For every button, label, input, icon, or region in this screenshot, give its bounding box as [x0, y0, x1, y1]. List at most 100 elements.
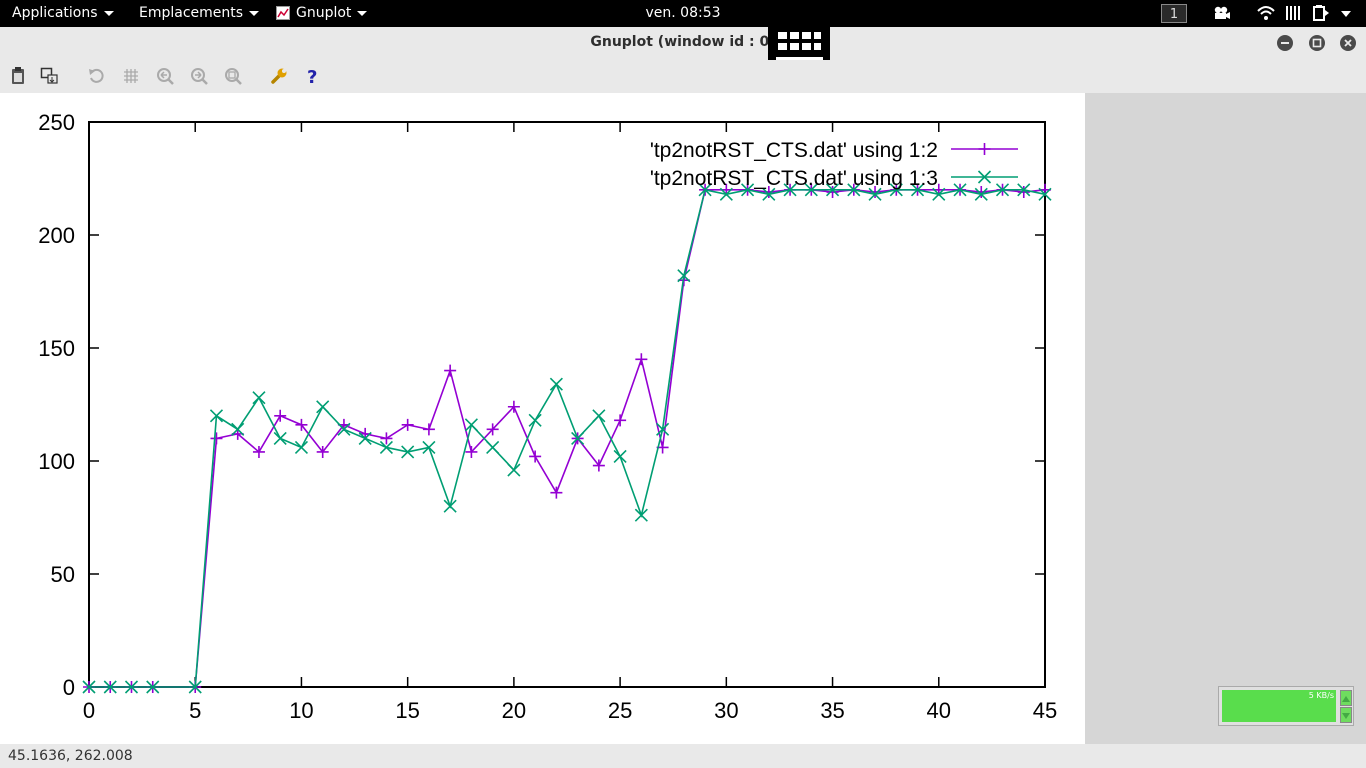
grid-icon[interactable] — [121, 66, 141, 86]
series-1-line — [89, 188, 1046, 688]
series-2-point — [273, 431, 287, 445]
autoscale-icon[interactable] — [223, 66, 243, 86]
series-1-point — [380, 432, 393, 445]
app-menu-label: Gnuplot — [296, 5, 352, 21]
window-title: Gnuplot (window id : 0) — [590, 34, 776, 50]
chevron-down-icon — [1342, 713, 1350, 719]
series-2-point — [401, 445, 415, 459]
wifi-icon[interactable] — [1257, 5, 1275, 21]
battery-icon[interactable] — [1312, 5, 1332, 21]
series-2-point — [443, 499, 457, 513]
series-2-point — [656, 422, 670, 436]
series-2-point — [783, 183, 797, 197]
series-2-point — [82, 680, 96, 694]
chevron-down-icon — [357, 10, 368, 16]
series-2-point — [953, 183, 967, 197]
status-bar: 45.1636, 262.008 — [0, 744, 1366, 768]
export-icon[interactable] — [40, 66, 60, 86]
series-2-point — [698, 183, 712, 197]
series-1-point — [975, 186, 988, 199]
window-titlebar[interactable]: Gnuplot (window id : 0) — [0, 27, 1366, 60]
y-tick-label: 150 — [38, 336, 75, 361]
top-panel: Applications Emplacements Gnuplot ven. 0… — [0, 0, 1366, 27]
series-1-point — [486, 423, 499, 436]
replot-icon[interactable] — [87, 66, 107, 86]
series-1-point — [316, 445, 329, 458]
series-1-point — [210, 432, 223, 445]
series-2-point — [825, 183, 840, 197]
series-1-point — [444, 364, 457, 377]
series-2-point — [847, 183, 861, 197]
series-1-point — [295, 418, 308, 431]
gnuplot-app-icon — [276, 6, 290, 20]
x-tick-label: 35 — [820, 698, 844, 723]
minimize-icon — [1281, 42, 1289, 44]
series-2-point — [932, 187, 946, 201]
chevron-down-icon — [103, 10, 114, 16]
series-2-point — [719, 187, 733, 201]
series-1-point — [869, 186, 882, 199]
series-2-point — [995, 183, 1010, 197]
series-2-point — [974, 187, 988, 201]
series-2-point — [294, 440, 309, 455]
series-1-point — [614, 414, 627, 427]
widget-down-button[interactable] — [1340, 707, 1352, 723]
series-2-point — [868, 187, 882, 201]
series-2-point — [889, 183, 903, 197]
series-2-point — [910, 183, 925, 197]
series-2-point — [379, 440, 393, 455]
series-2-point — [571, 431, 585, 445]
series-2-point — [188, 680, 202, 694]
widget-up-button[interactable] — [1340, 690, 1352, 706]
plot-canvas[interactable]: 0 5 10 15 20 25 30 35 40 45 0 50 100 150 200 250 'tp2no… — [0, 93, 1085, 744]
series-2-point — [549, 377, 563, 391]
chevron-down-icon — [249, 10, 260, 16]
applications-menu[interactable]: Applications — [12, 0, 114, 27]
app-menu[interactable]: Gnuplot — [276, 0, 368, 27]
x-tick-label: 25 — [608, 698, 632, 723]
previous-zoom-icon[interactable] — [155, 66, 175, 86]
series-2-point — [464, 418, 478, 432]
camera-icon[interactable] — [1213, 5, 1231, 21]
series-1-point — [529, 450, 542, 463]
x-tick-label: 20 — [502, 698, 526, 723]
maximize-button[interactable] — [1309, 35, 1325, 51]
series-1-point — [422, 423, 435, 436]
close-button[interactable] — [1340, 35, 1356, 51]
y-tick-label: 0 — [63, 675, 75, 700]
chevron-up-icon — [1342, 696, 1350, 702]
places-menu[interactable]: Emplacements — [139, 0, 260, 27]
x-tick-label: 45 — [1033, 698, 1057, 723]
series-2-point — [592, 409, 606, 423]
network-activity-bar: 5 KB/s — [1222, 690, 1336, 722]
series-2-point — [762, 187, 776, 201]
power-menu-icon[interactable] — [1340, 10, 1352, 18]
series-1-point — [1017, 186, 1030, 199]
series-2-point — [741, 183, 755, 197]
places-menu-label: Emplacements — [139, 5, 244, 21]
config-wrench-icon[interactable] — [269, 66, 289, 86]
y-tick-label: 200 — [38, 223, 75, 248]
line-chart[interactable]: 0 5 10 15 20 25 30 35 40 45 0 50 100 150 200 250 'tp2no… — [0, 93, 1085, 744]
audio-icon[interactable] — [1285, 5, 1303, 21]
x-tick-label: 10 — [289, 698, 313, 723]
next-zoom-icon[interactable] — [189, 66, 209, 86]
series-1-point — [762, 186, 775, 199]
mouse-coordinates: 45.1636, 262.008 — [8, 748, 133, 764]
legend-label-2: 'tp2notRST_CTS.dat' using 1:3 — [650, 167, 938, 190]
network-monitor-widget[interactable]: 5 KB/s — [1218, 686, 1354, 726]
y-tick-label: 50 — [51, 562, 75, 587]
x-tick-label: 5 — [189, 698, 201, 723]
close-icon — [1344, 39, 1352, 47]
clipboard-icon[interactable] — [8, 66, 28, 86]
series-1-point — [465, 445, 478, 458]
applications-menu-label: Applications — [12, 5, 98, 21]
series-2-point — [422, 440, 436, 455]
help-icon[interactable]: ? — [303, 66, 323, 86]
legend-marker-2 — [977, 170, 992, 184]
workspace-indicator[interactable]: 1 — [1161, 4, 1187, 23]
maximize-icon — [1312, 38, 1322, 48]
series-1-point — [401, 418, 414, 431]
minimize-button[interactable] — [1277, 35, 1293, 51]
series-1-point — [274, 409, 287, 422]
